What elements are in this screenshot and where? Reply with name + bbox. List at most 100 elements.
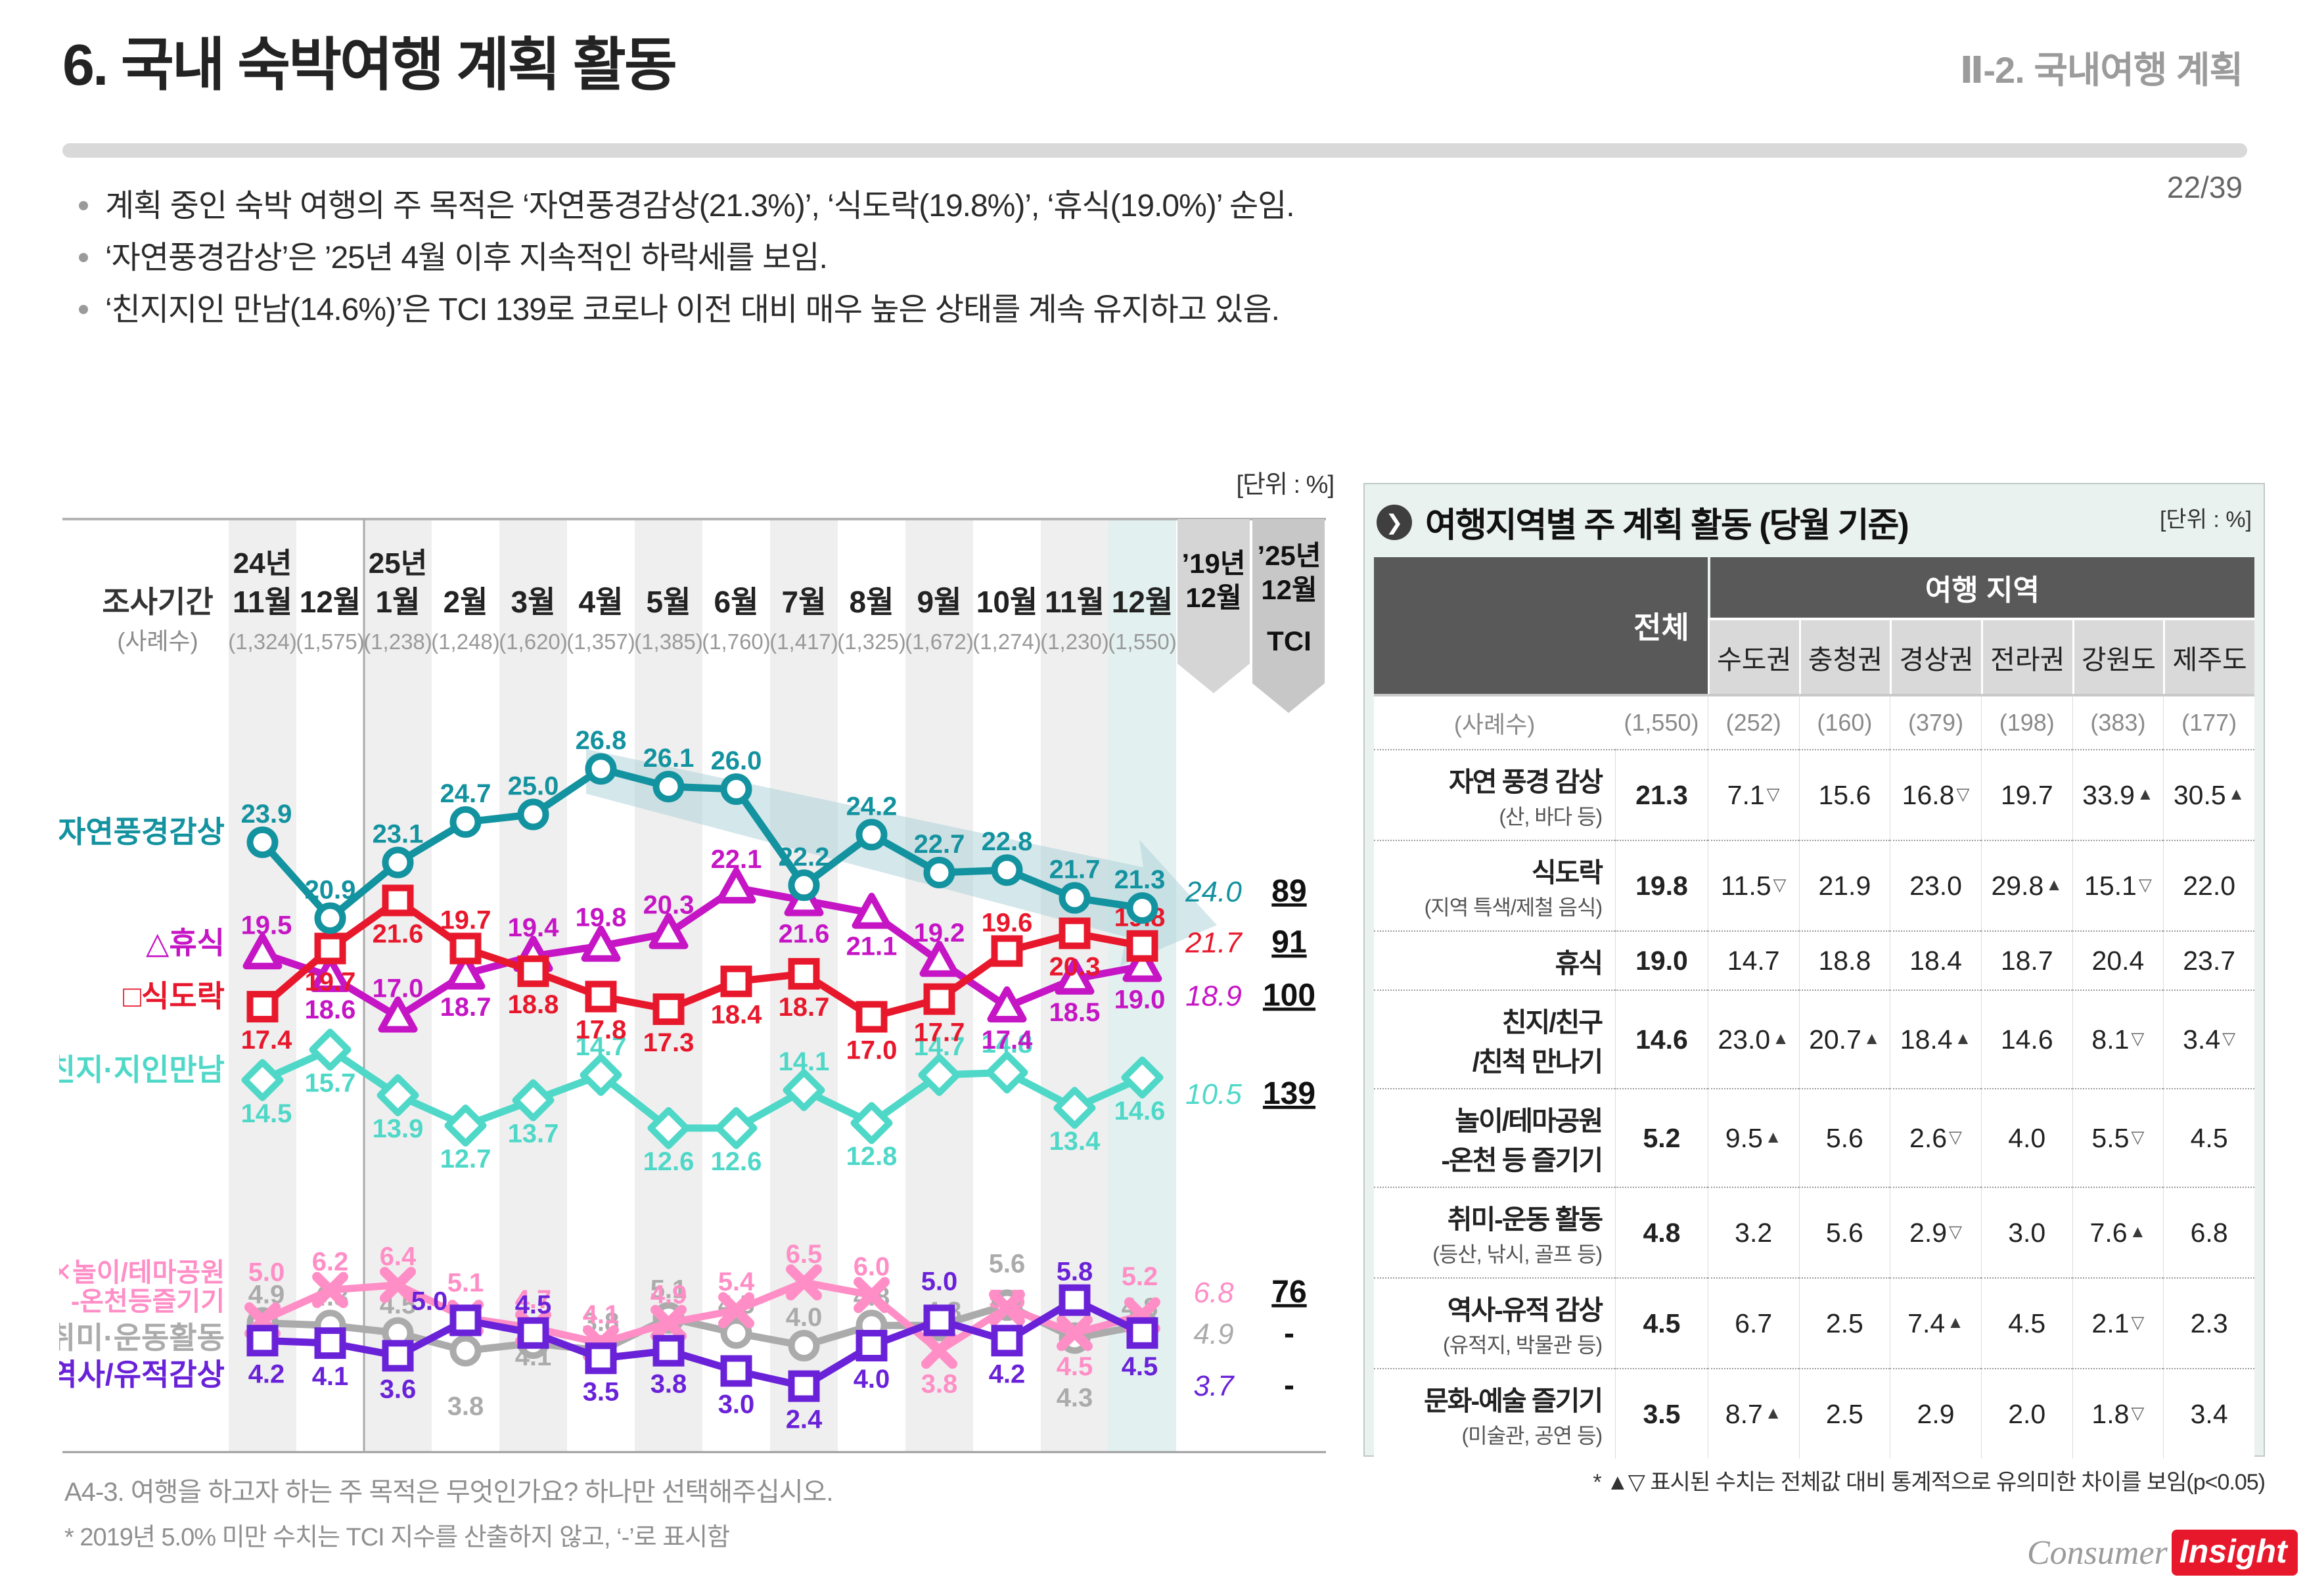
total-value: 14.6 (1615, 990, 1708, 1088)
region-value: 1.8 ▽ (2072, 1368, 2164, 1459)
series-legend: -온천등즐기기 (71, 1287, 225, 1316)
row-label: 취미-운동 활동 (등산, 낚시, 골프 등) (1374, 1187, 1616, 1277)
down-triangle-icon: ▽ (2131, 1028, 2145, 1048)
month-label: 11월 (233, 585, 292, 619)
row-label: 놀이/테마공원 -온천 등 즐기기 (1374, 1088, 1616, 1187)
total-value: 4.8 (1615, 1187, 1708, 1277)
value-label: 19.2 (914, 919, 965, 947)
up-triangle-icon: ▲ (2227, 783, 2245, 804)
value-label: 18.8 (508, 990, 559, 1019)
title-underline-bar (62, 143, 2247, 158)
case-count: (1,417) (769, 629, 838, 654)
value-label: 21.6 (373, 919, 424, 948)
value-label: 14.1 (779, 1047, 830, 1076)
region-value: 21.9 (1798, 840, 1890, 930)
region-value: 5.6 (1798, 1187, 1890, 1277)
row-label: 휴식 (1374, 930, 1616, 990)
value-label: 19.6 (982, 908, 1033, 937)
region-value: 20.4 (2072, 930, 2164, 990)
up-triangle-icon: ▲ (2129, 1221, 2147, 1241)
table-row: 친지/친구/친척 만나기 14.6 23.0 ▲ 20.7 ▲ 18.4 ▲ 14.6 8.1 ▽ 3… (1374, 990, 2254, 1088)
bullet-item-2: ‘자연풍경감상’은 ’25년 4월 이후 지속적인 하락세를 보임. (79, 237, 1984, 280)
value-label: 19.0 (1114, 986, 1166, 1015)
value-label: 26.1 (643, 744, 695, 773)
value-label: 17.3 (643, 1028, 695, 1057)
value-label: 12.7 (440, 1145, 491, 1174)
value-label: 13.9 (373, 1114, 424, 1143)
month-label: 1월 (376, 585, 421, 619)
value-label: 5.8 (1057, 1258, 1093, 1287)
year-label-25: 25년 (369, 547, 427, 580)
region-value: 7.6 ▲ (2072, 1187, 2164, 1277)
table-row: 식도락 (지역 특색/제철 음식) 19.8 11.5 ▽ 21.9 23.0 29.8 ▲ 15… (1374, 840, 2254, 930)
month-label: 2월 (444, 585, 488, 619)
case-count: (1,385) (634, 629, 703, 654)
region-value: 23.0 (1890, 840, 1981, 930)
total-value: 21.3 (1615, 749, 1708, 840)
down-triangle-icon: ▽ (2131, 1126, 2145, 1147)
page-title: 6. 국내 숙박여행 계획 활동 (62, 32, 677, 97)
svg-text:’25년: ’25년 (1257, 540, 1321, 571)
region-value: 2.3 (2163, 1277, 2254, 1368)
total-value: 19.0 (1615, 930, 1708, 990)
region-value: 8.1 ▽ (2072, 990, 2164, 1088)
value-label: 3.5 (583, 1377, 620, 1406)
value-label: 5.4 (718, 1267, 755, 1296)
region-value: 23.0 ▲ (1707, 990, 1799, 1088)
series-legend: ○취미·운동활동 (59, 1321, 225, 1355)
value-label: 13.7 (508, 1120, 559, 1149)
svg-text:12월: 12월 (1185, 582, 1241, 613)
value-label: 5.1 (447, 1269, 484, 1298)
ref-19-12-value: 3.7 (1193, 1370, 1235, 1402)
ref-19-12-value: 21.7 (1185, 927, 1243, 959)
month-label: 12월 (300, 585, 361, 619)
svg-text:’19년: ’19년 (1181, 548, 1245, 579)
region-value: 2.5 (1798, 1368, 1890, 1459)
series-legend: △휴식 (146, 926, 225, 960)
value-label: 21.6 (779, 919, 830, 948)
region-value: 7.4 ▲ (1890, 1277, 1981, 1368)
ref-19-12-value: 24.0 (1185, 876, 1242, 908)
logo-insight: Insight (2171, 1530, 2298, 1576)
case-count: (1,550) (1108, 629, 1177, 654)
value-label: 20.3 (1049, 952, 1101, 981)
region-value: 14.7 (1707, 930, 1799, 990)
row-label: 역사-유적 감상 (유적지, 박물관 등) (1374, 1277, 1616, 1368)
chart-unit-label: [단위 : %] (1236, 471, 1335, 499)
series-식도락: 17.4 19.7 21.6 19.7 18.8 17.8 17.3 18.4 18.7 17.0… (123, 884, 1307, 1065)
summary-bullets: 계획 중인 숙박 여행의 주 목적은 ‘자연풍경감상(21.3%)’, ‘식도락… (79, 185, 1984, 340)
region-value: 5.5 ▽ (2072, 1088, 2164, 1187)
value-label: 3.0 (718, 1390, 755, 1419)
case-count: (1,357) (566, 629, 635, 654)
svg-text:TCI: TCI (1267, 626, 1312, 656)
series-역사/유적감상: 4.2 4.1 3.6 5.0 4.5 3.5 3.8 3.0 2.4 4.0 5.0 4.2 5.8 4… (59, 1258, 1294, 1434)
value-label: 18.4 (711, 1001, 763, 1030)
value-label: 12.6 (643, 1147, 695, 1176)
region-value: 19.7 (1980, 749, 2072, 840)
value-label: 20.3 (643, 890, 695, 919)
value-label: 22.8 (982, 827, 1033, 856)
value-label: 19.7 (440, 906, 491, 935)
case-count: (1,760) (702, 629, 771, 654)
region-value: 15.1 ▽ (2072, 840, 2164, 930)
region-value: 2.9 ▽ (1890, 1187, 1981, 1277)
value-label: 26.8 (576, 726, 627, 755)
tci-value: 76 (1271, 1275, 1306, 1310)
tci-footnote: * 2019년 5.0% 미만 수치는 TCI 지수를 산출하지 않고, ‘-’… (64, 1524, 730, 1551)
value-label: 19.7 (305, 968, 356, 997)
value-label: 17.4 (241, 1026, 293, 1055)
value-label: 24.7 (440, 779, 491, 808)
table-row: 문화-예술 즐기기 (미술관, 공연 등) 3.5 8.7 ▲ 2.5 2.9 2.0 1.8 ▽… (1374, 1368, 2254, 1459)
value-label: 21.7 (1049, 855, 1101, 884)
region-value: 7.1 ▽ (1707, 749, 1799, 840)
down-triangle-icon: ▽ (1956, 783, 1970, 804)
tci-value: 89 (1271, 874, 1306, 909)
value-label: 19.5 (241, 911, 292, 940)
region-value: 20.7 ▲ (1798, 990, 1890, 1088)
series-자연풍경감상: 23.9 20.9 23.1 24.7 25.0 26.8 26.1 26.0 22.2 24.2… (59, 726, 1307, 934)
value-label: 5.0 (411, 1287, 448, 1316)
bullet-dot (79, 304, 88, 314)
ref-19-12-value: 18.9 (1185, 980, 1242, 1013)
series-친지·지인만남: 14.5 15.7 13.9 12.7 13.7 14.7 12.6 12.6 14.1 12.8… (59, 1028, 1315, 1176)
down-triangle-icon: ▽ (2131, 1311, 2145, 1332)
